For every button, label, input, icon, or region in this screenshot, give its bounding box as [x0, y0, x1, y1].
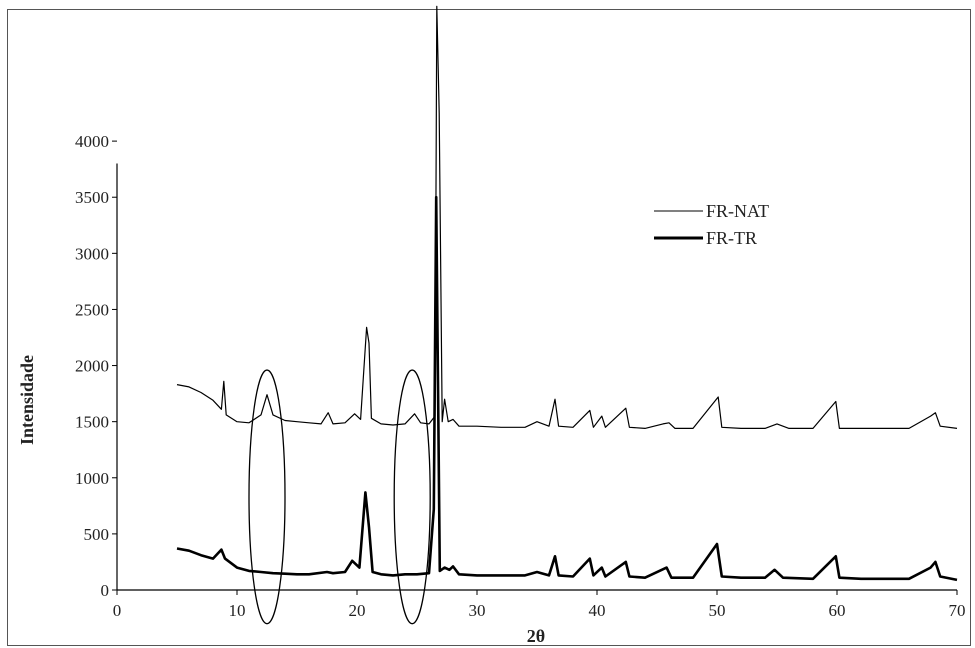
- x-axis-title: 2θ: [527, 626, 545, 646]
- chart-frame: [7, 9, 971, 646]
- y-tick-label: 2000: [75, 357, 109, 376]
- x-tick-label: 30: [469, 601, 486, 620]
- y-axis-title: Intensidade: [17, 355, 37, 445]
- y-tick-label: 2500: [75, 300, 109, 319]
- legend-label-fr-nat: FR-NAT: [706, 201, 769, 221]
- x-tick-label: 70: [949, 601, 966, 620]
- x-tick-label: 20: [349, 601, 366, 620]
- annotation-ellipse-1: [248, 369, 286, 625]
- x-tick-label: 10: [229, 601, 246, 620]
- x-tick-label: 60: [829, 601, 846, 620]
- legend: FR-NAT FR-TR: [654, 201, 769, 248]
- series-line-fr-tr: [176, 195, 958, 582]
- y-tick-label: 4000: [75, 132, 109, 151]
- annotations-group: [248, 369, 431, 625]
- y-tick-label: 0: [101, 581, 110, 600]
- y-tick-label: 3500: [75, 188, 109, 207]
- x-tick-label: 0: [113, 601, 122, 620]
- axes-group: [112, 140, 958, 595]
- legend-label-fr-tr: FR-TR: [706, 228, 757, 248]
- y-tick-label: 500: [84, 525, 110, 544]
- tick-labels-group: 0 500 1000 1500 2000 2500 3000 3500 4000 0 10 20 30 4…: [75, 132, 966, 620]
- series-line-fr-nat: [176, 5, 958, 429]
- y-tick-label: 1500: [75, 413, 109, 432]
- y-tick-label: 1000: [75, 469, 109, 488]
- x-tick-label: 40: [589, 601, 606, 620]
- series-group: [176, 5, 958, 582]
- annotation-ellipse-2: [393, 369, 431, 625]
- y-tick-label: 3000: [75, 244, 109, 263]
- x-tick-label: 50: [709, 601, 726, 620]
